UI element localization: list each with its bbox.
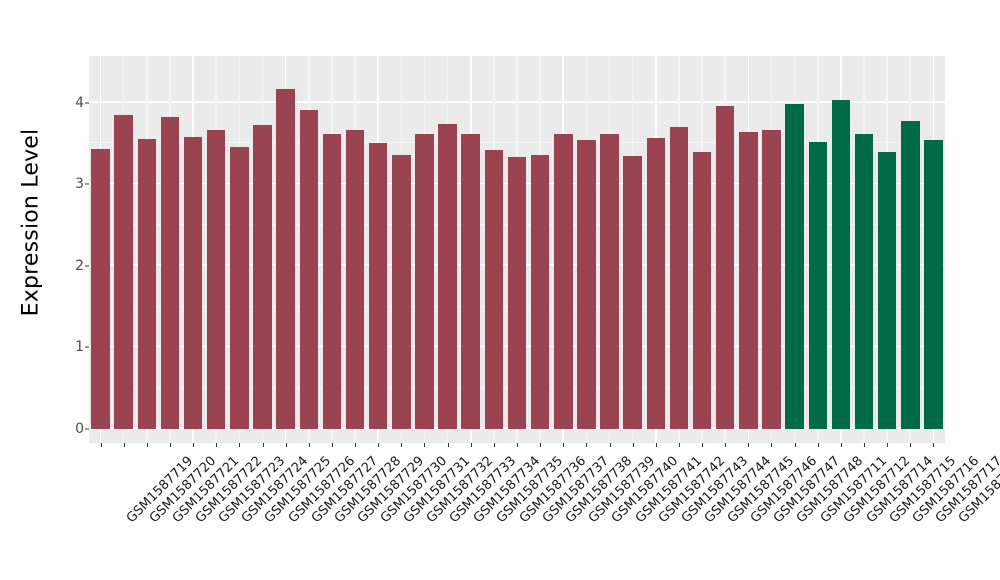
x-axis-tick-mark	[146, 443, 148, 447]
x-axis-tick-mark	[771, 443, 773, 447]
x-axis-tick-mark	[725, 443, 727, 447]
x-axis-tick-mark	[331, 443, 333, 447]
x-axis-tick-mark	[447, 443, 449, 447]
x-axis-tick-mark	[285, 443, 287, 447]
x-axis-tick-mark	[193, 443, 195, 447]
x-axis-tick-mark	[401, 443, 403, 447]
x-axis-tick-mark	[933, 443, 935, 447]
bar[interactable]	[924, 140, 943, 429]
bar[interactable]	[368, 143, 388, 429]
bar[interactable]	[230, 147, 249, 429]
bar[interactable]	[785, 104, 804, 429]
x-axis-tick-mark	[100, 443, 102, 447]
bar[interactable]	[877, 152, 897, 429]
x-axis-tick-mark	[655, 443, 657, 447]
y-axis-tick-label: 3	[75, 176, 84, 193]
bar[interactable]	[345, 129, 365, 429]
y-axis-tick-label: 4	[75, 94, 84, 111]
x-axis-tick-mark	[840, 443, 842, 447]
x-axis-tick-mark	[239, 443, 241, 447]
x-axis-tick-mark	[632, 443, 634, 447]
bar[interactable]	[530, 154, 550, 429]
bar[interactable]	[808, 141, 827, 429]
x-axis-ticks	[89, 443, 945, 448]
x-axis-tick-mark	[470, 443, 472, 447]
bar[interactable]	[715, 105, 735, 429]
bar[interactable]	[854, 133, 874, 429]
bar[interactable]	[577, 140, 596, 429]
x-axis-tick-mark	[702, 443, 704, 447]
y-axis-tick-label: 1	[75, 339, 84, 356]
bar[interactable]	[114, 114, 133, 429]
x-axis-tick-mark	[563, 443, 565, 447]
bar[interactable]	[554, 134, 573, 429]
y-axis-tick-label: 0	[75, 421, 84, 437]
bar[interactable]	[600, 133, 619, 429]
plot-panel	[89, 56, 945, 443]
bar[interactable]	[484, 149, 504, 429]
bar[interactable]	[137, 139, 157, 429]
x-axis-tick-mark	[123, 443, 125, 447]
x-axis-tick-mark	[169, 443, 171, 447]
x-axis-tick-mark	[887, 443, 889, 447]
x-axis-tick-mark	[794, 443, 796, 447]
bar[interactable]	[623, 155, 642, 429]
y-axis-tick-label: 2	[75, 257, 84, 274]
bar[interactable]	[831, 100, 851, 429]
y-axis-tick-mark	[85, 265, 89, 267]
x-axis-tick-mark	[308, 443, 310, 447]
bar[interactable]	[901, 121, 920, 429]
bar[interactable]	[160, 117, 180, 429]
bar[interactable]	[762, 129, 781, 429]
bar[interactable]	[91, 149, 110, 429]
y-axis: 0 1 2 3 4	[62, 56, 89, 443]
bar[interactable]	[415, 133, 434, 429]
x-axis-tick-mark	[216, 443, 218, 447]
bar[interactable]	[299, 109, 319, 429]
bar[interactable]	[392, 154, 411, 429]
x-axis-tick-mark	[262, 443, 264, 447]
bar[interactable]	[183, 136, 203, 429]
x-axis-tick-mark	[586, 443, 588, 447]
bar[interactable]	[322, 133, 342, 429]
bar[interactable]	[669, 127, 689, 429]
y-axis-tick-mark	[85, 428, 89, 430]
y-axis-tick-mark	[85, 183, 89, 185]
x-axis-tick-mark	[378, 443, 380, 447]
bar[interactable]	[206, 130, 226, 429]
bar[interactable]	[461, 133, 480, 429]
y-axis-tick-mark	[85, 102, 89, 104]
y-axis-tick-mark	[85, 346, 89, 348]
x-axis-tick-mark	[355, 443, 357, 447]
x-axis-tick-mark	[864, 443, 866, 447]
x-axis-tick-mark	[910, 443, 912, 447]
x-axis-tick-mark	[817, 443, 819, 447]
x-axis-tick-mark	[678, 443, 680, 447]
bar[interactable]	[739, 131, 758, 429]
x-axis-tick-mark	[748, 443, 750, 447]
y-axis-title-text: Expression Level	[18, 128, 44, 317]
bar[interactable]	[507, 157, 527, 429]
x-axis-tick-mark	[424, 443, 426, 447]
bar[interactable]	[438, 123, 457, 429]
x-axis-labels: GSM1587719 GSM1587720 GSM1587721 GSM1587722…	[89, 448, 1000, 580]
bar[interactable]	[646, 138, 666, 429]
x-axis-tick-mark	[493, 443, 495, 447]
x-axis-tick-mark	[609, 443, 611, 447]
x-axis-tick-mark	[517, 443, 518, 447]
x-axis-tick-mark	[540, 443, 542, 447]
bar[interactable]	[692, 151, 712, 429]
bar[interactable]	[276, 88, 295, 429]
y-axis-title: Expression Level	[0, 0, 62, 445]
bar[interactable]	[253, 125, 272, 429]
